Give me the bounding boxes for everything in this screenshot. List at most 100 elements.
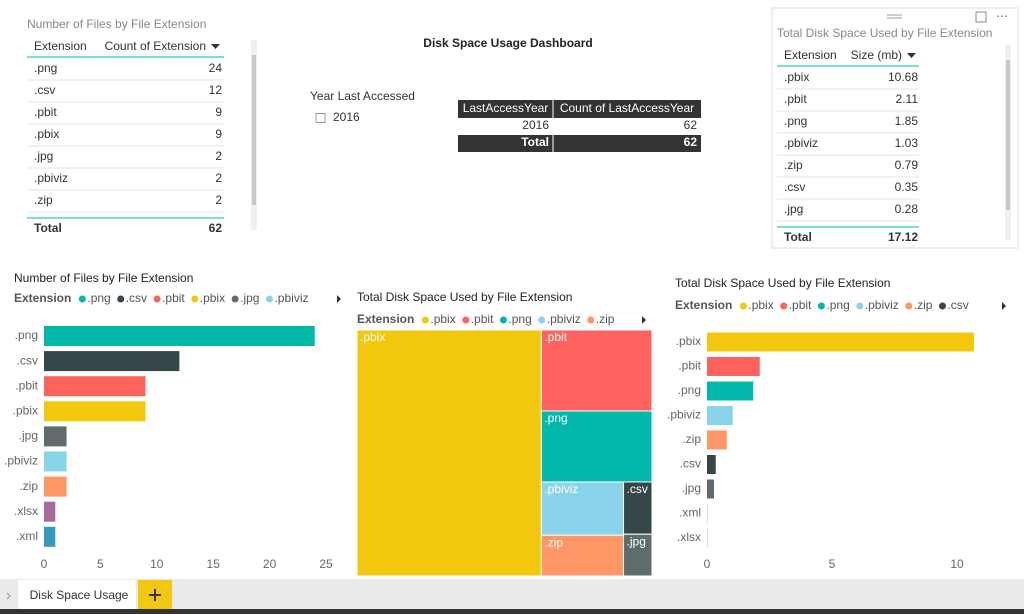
legend-label[interactable]: .csv	[947, 298, 968, 312]
legend-marker[interactable]	[78, 295, 86, 303]
legend-label[interactable]: .pbix	[748, 298, 773, 312]
bar[interactable]	[707, 406, 733, 425]
page-title: Disk Space Usage Dashboard	[423, 36, 592, 50]
treemap-tile[interactable]	[540, 329, 653, 412]
bar[interactable]	[707, 455, 716, 474]
cell: .pbiviz	[34, 171, 68, 185]
legend-marker[interactable]	[739, 302, 747, 310]
scroll-thumb[interactable]	[252, 55, 256, 205]
table-header-band	[458, 100, 701, 118]
legend-marker[interactable]	[817, 302, 825, 310]
legend-more[interactable]	[337, 295, 341, 303]
legend-label[interactable]: .pbit	[471, 312, 494, 326]
scroll-thumb[interactable]	[1006, 60, 1010, 210]
bar[interactable]	[707, 357, 760, 376]
tab-label[interactable]: Disk Space Usage	[30, 588, 129, 602]
treemap-tile[interactable]	[540, 534, 625, 577]
y-tick-label: .pbix	[13, 403, 38, 417]
legend-label[interactable]: .pbiviz	[547, 312, 581, 326]
focus-icon[interactable]	[975, 11, 987, 23]
legend-label[interactable]: .pbit	[162, 291, 185, 305]
column-header[interactable]: Count of Extension	[105, 39, 206, 53]
sort-arrow[interactable]	[907, 53, 916, 58]
legend-marker[interactable]	[780, 302, 788, 310]
legend-label[interactable]: .pbix	[200, 291, 225, 305]
legend-marker[interactable]	[117, 295, 125, 303]
bar[interactable]	[44, 351, 180, 372]
legend-label[interactable]: .pbiviz	[274, 291, 308, 305]
treemap-tile[interactable]	[623, 481, 653, 535]
cell: .jpg	[34, 149, 53, 163]
legend-marker[interactable]	[265, 295, 273, 303]
cell: .csv	[784, 180, 805, 194]
more-options[interactable]: ⋯	[996, 9, 1008, 23]
legend-marker[interactable]	[499, 316, 507, 324]
tile-label: .csv	[627, 482, 648, 496]
legend-label[interactable]: .csv	[126, 291, 147, 305]
legend-marker[interactable]	[153, 295, 161, 303]
tab[interactable]	[18, 580, 136, 609]
bar[interactable]	[44, 401, 146, 422]
bar[interactable]	[707, 430, 727, 450]
cell: 24	[209, 61, 223, 75]
legend-marker[interactable]	[905, 302, 913, 310]
bar[interactable]	[707, 479, 714, 499]
column-header[interactable]: Count of LastAccessYear	[560, 101, 694, 115]
legend-label[interactable]: .zip	[914, 298, 933, 312]
y-tick-label: .pbiviz	[4, 454, 38, 468]
legend-marker[interactable]	[421, 316, 429, 324]
legend-label[interactable]: .pbix	[430, 312, 455, 326]
column-header[interactable]: LastAccessYear	[463, 101, 549, 115]
legend-marker[interactable]	[462, 316, 470, 324]
cell: 2.11	[896, 92, 919, 106]
checkbox[interactable]	[315, 113, 326, 123]
legend-label[interactable]: .png	[826, 298, 849, 312]
legend-marker[interactable]	[587, 316, 595, 324]
legend-label[interactable]: .zip	[596, 312, 615, 326]
legend-marker[interactable]	[231, 295, 239, 303]
sort-arrow[interactable]	[211, 44, 220, 49]
legend-more[interactable]	[1002, 302, 1006, 310]
add-icon[interactable]	[149, 589, 161, 601]
bar[interactable]	[707, 381, 754, 401]
bar[interactable]	[44, 376, 146, 397]
treemap-tile[interactable]	[623, 533, 653, 577]
tile-label: .zip	[544, 535, 563, 549]
bar[interactable]	[44, 451, 67, 472]
treemap-tile[interactable]	[540, 481, 625, 536]
cell: 12	[209, 83, 223, 97]
column-header[interactable]: Size (mb)	[851, 48, 902, 62]
tab-scroll-arrow[interactable]	[6, 592, 11, 600]
y-tick-label: .png	[678, 383, 701, 397]
table-title: Total Disk Space Used by File Extension	[777, 26, 992, 40]
total-value: 62	[209, 221, 223, 235]
legend-marker[interactable]	[538, 316, 546, 324]
chart-title: Total Disk Space Used by File Extension	[675, 276, 890, 290]
legend-label[interactable]: .png	[508, 312, 531, 326]
bar[interactable]	[44, 476, 67, 497]
bar[interactable]	[44, 426, 67, 447]
column-header[interactable]: Extension	[34, 39, 87, 53]
cell: 0.35	[895, 180, 919, 194]
treemap-tile[interactable]	[540, 410, 653, 483]
legend-marker[interactable]	[856, 302, 864, 310]
legend-label[interactable]: .png	[87, 291, 110, 305]
legend-marker[interactable]	[191, 295, 199, 303]
column-header[interactable]: Extension	[784, 48, 837, 62]
legend-label[interactable]: .pbit	[789, 298, 812, 312]
legend-label[interactable]: .jpg	[240, 291, 259, 305]
bar[interactable]	[44, 501, 56, 522]
legend-label[interactable]: .pbiviz	[865, 298, 899, 312]
bar[interactable]	[44, 526, 56, 547]
bar[interactable]	[44, 326, 315, 346]
cell: .pbix	[784, 70, 809, 84]
y-tick-label: .zip	[682, 432, 701, 446]
legend-title: Extension	[14, 291, 71, 305]
slicer-item[interactable]: 2016	[333, 110, 360, 124]
treemap-tile[interactable]	[356, 329, 542, 577]
bar[interactable]	[707, 332, 974, 352]
y-tick-label: .pbit	[678, 359, 701, 373]
legend-more[interactable]	[642, 316, 646, 324]
legend-marker[interactable]	[938, 302, 946, 310]
drag-handle[interactable]	[887, 14, 902, 19]
